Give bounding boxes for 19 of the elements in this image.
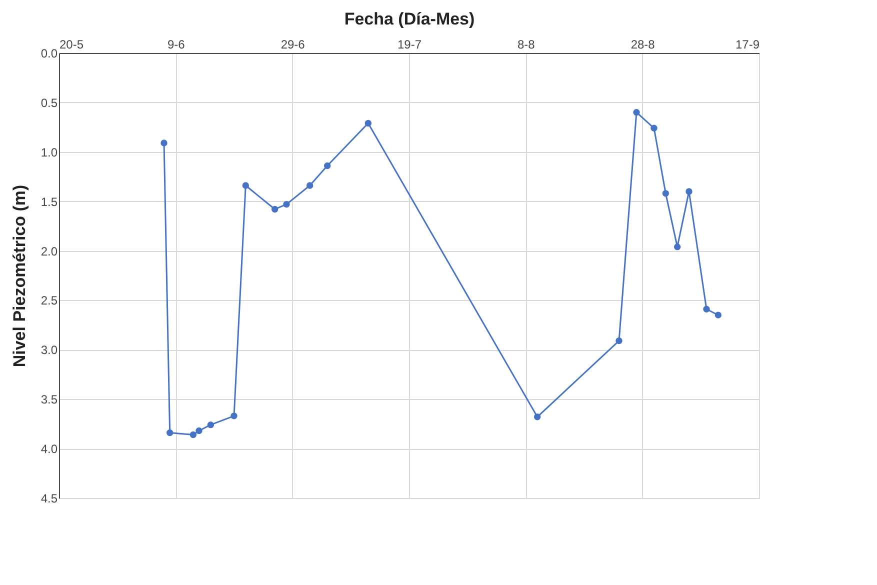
y-tick-label: 4.5 [40,492,58,506]
x-tick-label: 20-5 [60,38,84,52]
y-tick-label: 2.5 [40,294,58,308]
x-tick-label: 19-7 [397,38,422,52]
y-tick-label: 3.5 [40,392,58,407]
y-tick-label: 2.0 [40,244,58,258]
x-tick-label: 17-9 [735,38,760,52]
x-tick-label: 29-6 [280,38,306,52]
x-tick-label: 9-6 [167,38,186,52]
y-tick-label: 1.5 [40,194,58,209]
y-tick-label: 0.5 [40,96,58,110]
x-tick-label: 28-8 [630,38,656,52]
y-tick-label: 4.0 [40,442,58,456]
y-axis-title: Nivel Piezométrico (m) [10,184,29,368]
y-tick-label: 3.0 [40,343,58,358]
y-tick-label: 0.0 [40,46,58,60]
x-tick-label: 8-8 [517,38,536,52]
y-tick-label: 1.0 [40,145,58,160]
x-axis-title: Fecha (Día-Mes) [344,10,475,28]
